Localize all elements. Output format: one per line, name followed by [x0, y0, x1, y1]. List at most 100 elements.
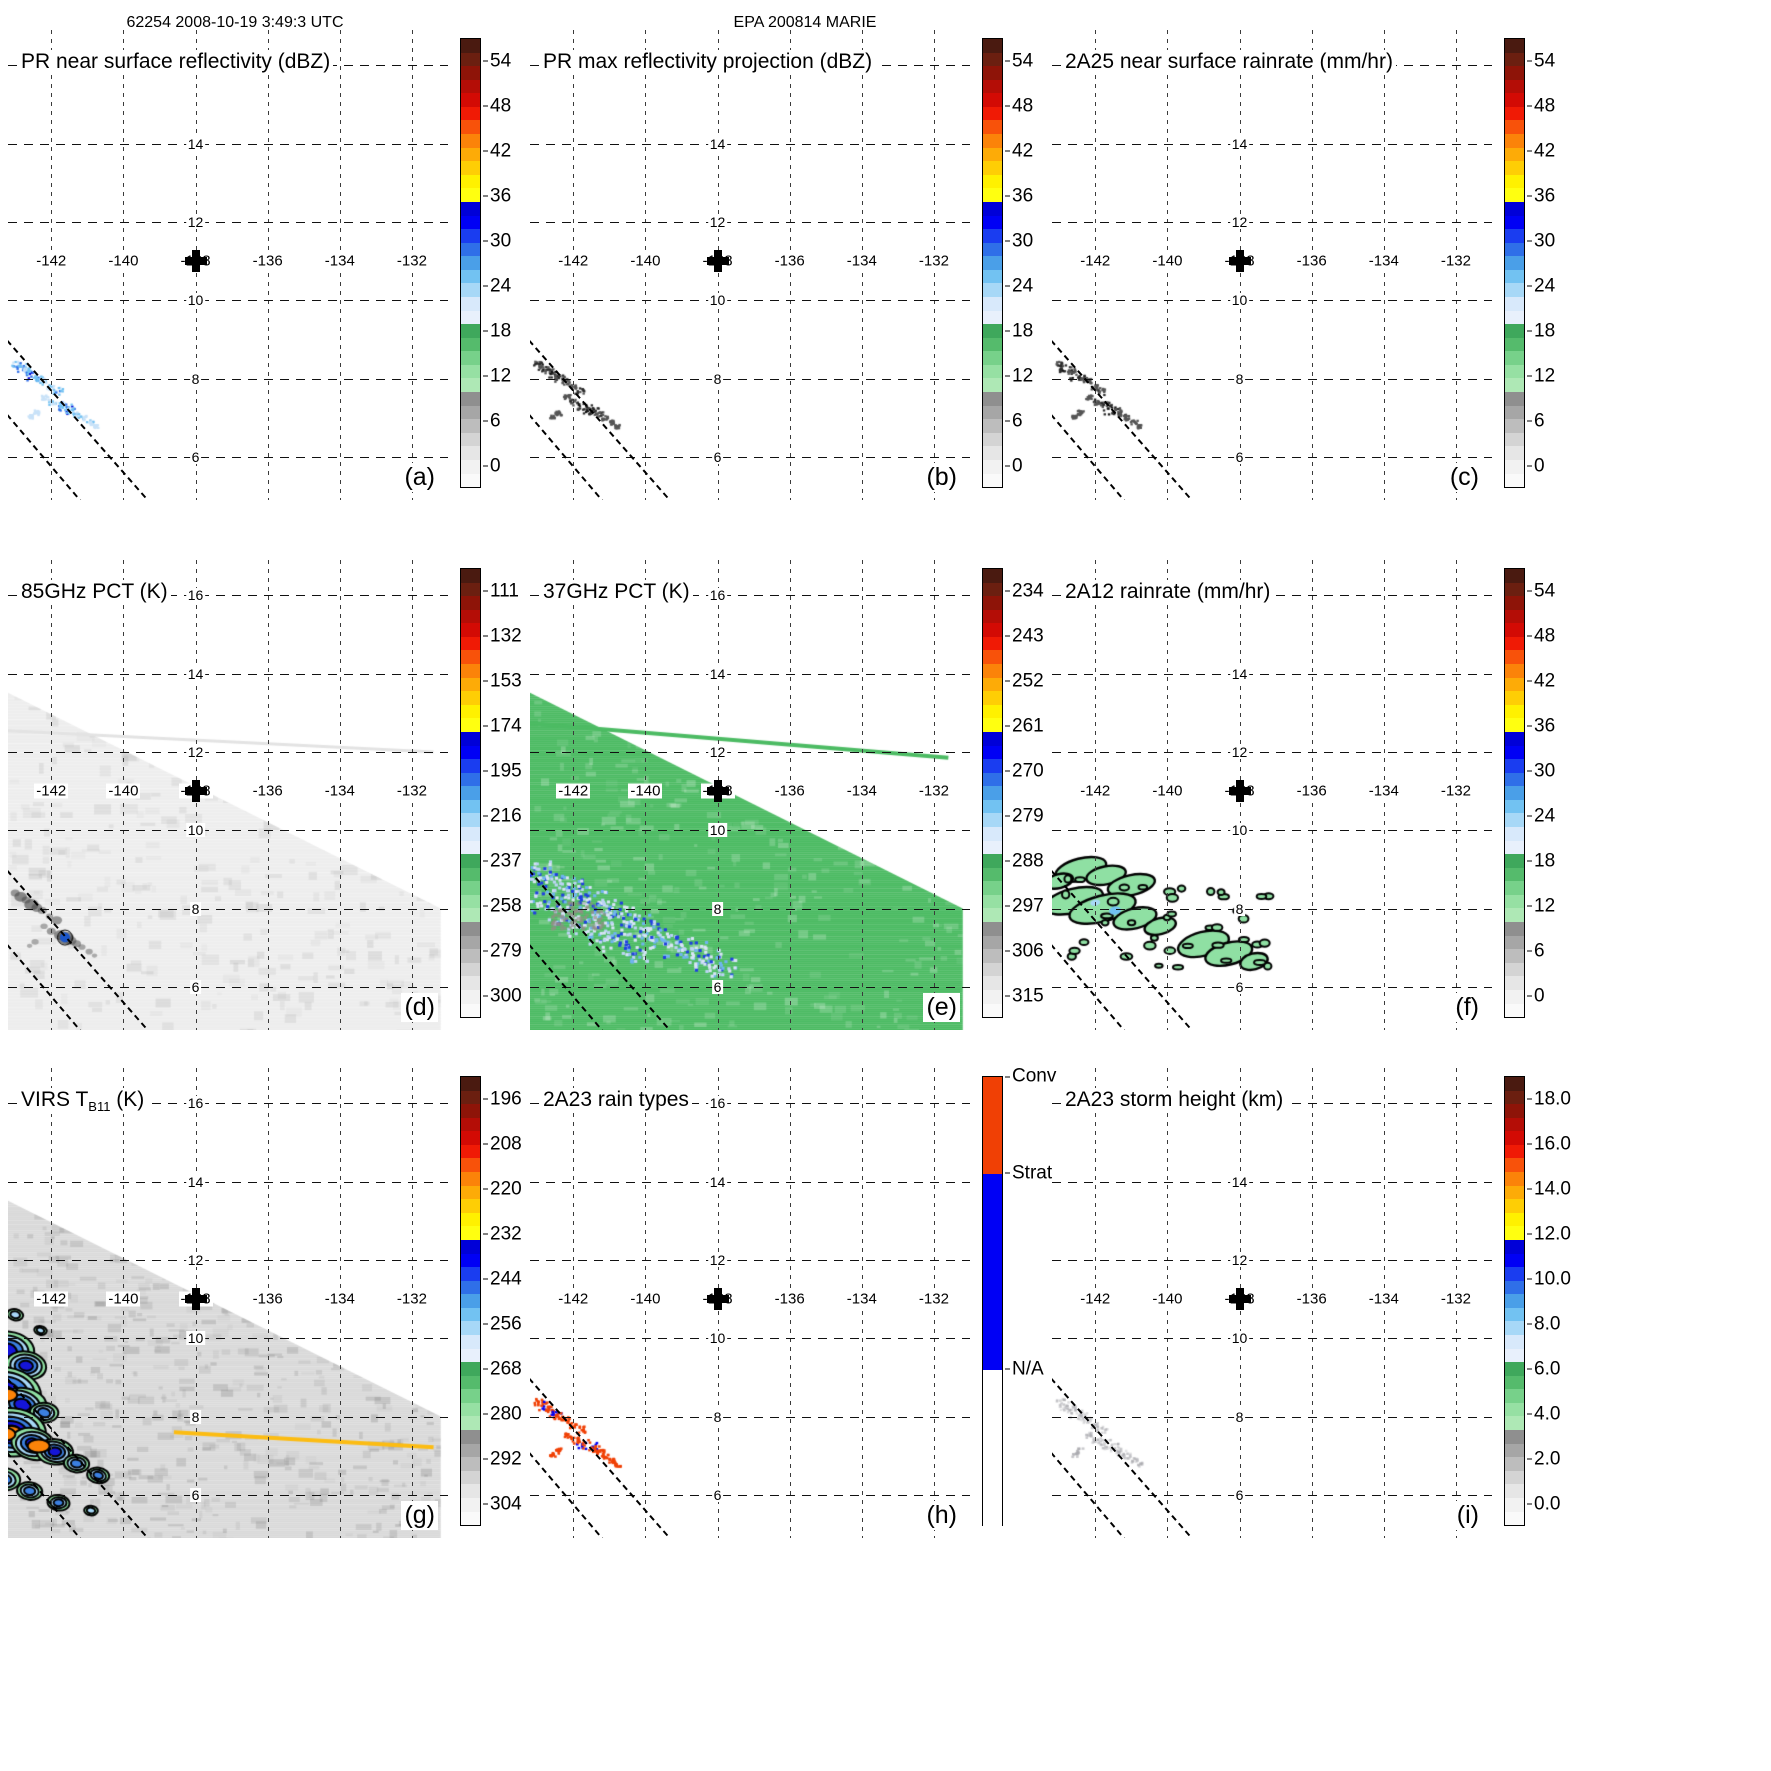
- colorbar-segment: [1505, 1090, 1524, 1105]
- colorbar-tick-label: 12: [482, 365, 512, 386]
- colorbar-tick-label: 244: [483, 1268, 522, 1289]
- colorbar-segment: [1505, 745, 1524, 760]
- map-area-d[interactable]: -142 -140 -138 -136 -134 -132 6 8 10 12 14 16 85GHz …: [8, 560, 448, 1030]
- colorbar-segment: [461, 826, 480, 841]
- colorbar-segment: [1505, 1430, 1524, 1444]
- colorbar-segment: [461, 596, 480, 610]
- colorbar-tick-label: 315: [1005, 985, 1044, 1006]
- colorbar-segment: [983, 405, 1002, 420]
- colorbar-tick-label: 300: [483, 985, 522, 1006]
- lon-tick-label: -134: [844, 782, 879, 800]
- colorbar-segment: [983, 283, 1002, 297]
- panel-d: -142 -140 -138 -136 -134 -132 6 8 10 12 14 16 85GHz …: [8, 560, 522, 1050]
- colorbar-segment: [1505, 949, 1524, 963]
- panel-title-d: 85GHz PCT (K): [18, 580, 171, 604]
- colorbar-segment: [983, 582, 1002, 597]
- colorbar-segment: [461, 1294, 480, 1308]
- colorbar-segment: [1505, 1212, 1524, 1227]
- lon-tick-label: -132: [1438, 252, 1473, 270]
- map-area-f[interactable]: -142-140-138-136-134-13268101214162A12 r…: [1052, 560, 1492, 1030]
- lat-tick-label: 16: [707, 587, 728, 604]
- map-area-a[interactable]: -142-140-138-136-134-1326810121416PR nea…: [8, 30, 448, 500]
- colorbar-segment: [461, 772, 480, 787]
- lon-tick-label: -142: [556, 782, 591, 800]
- colorbar-segment: [461, 718, 480, 732]
- lon-tick-label: -140: [1150, 252, 1185, 270]
- colorbar-segment: [983, 106, 1002, 121]
- storm-center-marker: [706, 250, 729, 273]
- map-area-e[interactable]: -142 -140 -138 -136 -134 -132 6 8 10 12 14 16 37GHz …: [530, 560, 970, 1030]
- colorbar-segment: [983, 93, 1002, 107]
- colorbar-segment: [1505, 1334, 1524, 1349]
- lon-tick-label: -140: [628, 252, 663, 270]
- gridline-lat-12: [530, 1259, 970, 1261]
- colorbar-tick-label: 270: [1005, 760, 1044, 781]
- colorbar-segment: [461, 786, 480, 800]
- colorbar-segment: [983, 337, 1002, 352]
- colorbar-segment: [461, 922, 480, 936]
- colorbar-tick-label: 279: [1005, 805, 1044, 826]
- lat-tick-label: 16: [707, 1095, 728, 1112]
- colorbar-segment: [1505, 1185, 1524, 1200]
- colorbar-tick-label: 54: [1004, 50, 1034, 71]
- colorbar-segment: [1505, 419, 1524, 433]
- colorbar-segment: [461, 1457, 480, 1471]
- colorbar-a: [460, 38, 481, 488]
- colorbar-tick-label: 280: [483, 1403, 522, 1424]
- colorbar-segment: [461, 582, 480, 597]
- lon-tick-label: -140: [106, 252, 141, 270]
- map-area-b[interactable]: -142-140-138-136-134-1326810121416PR max…: [530, 30, 970, 500]
- colorbar-tick-label: 237: [483, 850, 522, 871]
- colorbar-segment: [1505, 242, 1524, 257]
- lon-tick-label: -140: [1150, 782, 1185, 800]
- panel-letter-g: (g): [401, 1501, 438, 1530]
- lat-tick-label: 12: [185, 1251, 206, 1268]
- map-area-h[interactable]: -142 -140 -138 -136 -134 -132 6 8 10 12 14 16 2A23 r…: [530, 1068, 970, 1538]
- gridline-lat-12: [1052, 221, 1492, 223]
- colorbar-segment: [1505, 894, 1524, 909]
- colorbar-segment: [461, 1511, 480, 1526]
- colorbar-segment: [1505, 1172, 1524, 1186]
- colorbar-segment: [461, 677, 480, 692]
- colorbar-segment: [983, 392, 1002, 406]
- colorbar-segment: [1505, 1511, 1524, 1526]
- panel-a: -142-140-138-136-134-1326810121416PR nea…: [8, 30, 511, 520]
- gridline-lat-8: [8, 908, 448, 910]
- colorbar-segment: [983, 66, 1002, 80]
- colorbar-segment: [461, 324, 480, 338]
- colorbar-segment: [983, 962, 1002, 977]
- lat-tick-label: 8: [1233, 370, 1246, 387]
- lon-tick-label: -132: [394, 252, 429, 270]
- colorbar-segment: [1505, 691, 1524, 705]
- gridline-lat-14: [8, 673, 448, 675]
- raintype-label-strat: Strat: [1004, 1162, 1053, 1184]
- colorbar-tick-label: 48: [1526, 95, 1556, 116]
- colorbar-tick-label: 304: [483, 1493, 522, 1514]
- colorbar-segment: [461, 569, 480, 583]
- colorbar-segment: [461, 1348, 480, 1363]
- colorbar-tick-label: 0: [1527, 455, 1545, 476]
- colorbar-tick-label: 261: [1005, 715, 1044, 736]
- data-layer-i: [1052, 1068, 1492, 1538]
- colorbar-tick-label: 48: [482, 95, 512, 116]
- colorbar-tick-label: 24: [482, 275, 512, 296]
- lat-tick-label: 10: [185, 1330, 206, 1347]
- colorbar-tick-label: 36: [1526, 715, 1556, 736]
- colorbar-d: [460, 568, 481, 1018]
- lon-tick-label: -142: [1078, 252, 1113, 270]
- colorbar-segment: [461, 1090, 480, 1105]
- colorbar-segment: [983, 976, 1002, 990]
- lon-tick-label: -134: [1366, 1290, 1401, 1308]
- lon-tick-label: -140: [106, 1290, 141, 1308]
- lat-tick-label: 6: [711, 1486, 724, 1503]
- colorbar-segment: [461, 854, 480, 868]
- colorbar-segment: [1505, 1226, 1524, 1240]
- map-area-g[interactable]: -142 -140 -138 -136 -134 -132 6 8 10 12 14 16 VIRS T…: [8, 1068, 448, 1538]
- colorbar-segment: [461, 310, 480, 325]
- colorbar-segment: [1505, 93, 1524, 107]
- colorbar-segment: [461, 1185, 480, 1200]
- map-area-c[interactable]: -142-140-138-136-134-13268101214162A25 n…: [1052, 30, 1492, 500]
- colorbar-segment: [1505, 174, 1524, 189]
- data-layer-f: [1052, 560, 1492, 1030]
